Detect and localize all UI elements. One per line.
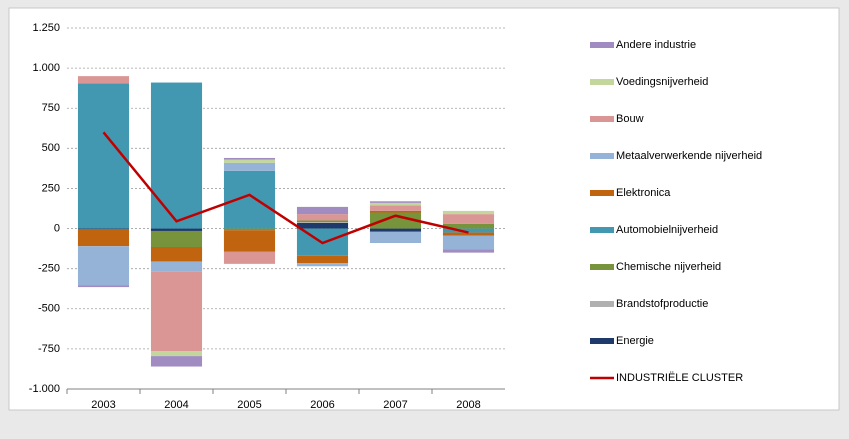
bar-segment — [442, 214, 495, 224]
bar-segment — [442, 249, 495, 253]
legend-swatch — [590, 227, 614, 233]
bar-segment — [150, 82, 203, 229]
bar-segment — [77, 228, 130, 230]
bar-segment — [223, 228, 276, 231]
y-tick-label: 1.000 — [32, 62, 60, 74]
bar-segment — [369, 210, 422, 213]
bar-segment — [150, 247, 203, 262]
bar-segment — [442, 235, 495, 250]
bar-segment — [296, 222, 349, 223]
bar-segment — [369, 202, 422, 206]
bar-segment — [150, 261, 203, 272]
bar-segment — [296, 220, 349, 223]
line-series — [102, 131, 469, 245]
bar-segment — [442, 228, 495, 233]
x-tick-label: 2007 — [383, 399, 407, 411]
x-tick-label: 2003 — [91, 399, 115, 411]
bar-segment — [442, 210, 495, 215]
bar-segment — [296, 263, 349, 267]
bar-segment — [442, 232, 495, 236]
bar-segment — [296, 222, 349, 229]
bar-segment — [296, 255, 349, 264]
bar-segment — [369, 201, 422, 203]
y-tick-label: 500 — [42, 142, 60, 154]
bar-segment — [223, 251, 276, 264]
legend-label: Voedingsnijverheid — [616, 76, 708, 88]
bar-segment — [296, 214, 349, 221]
bar-segment — [77, 246, 130, 286]
bar-segment — [369, 228, 422, 232]
legend-label: Automobielnijverheid — [616, 224, 718, 236]
legend-label: Energie — [616, 335, 654, 347]
x-tick-label: 2004 — [164, 399, 188, 411]
legend-swatch — [590, 301, 614, 307]
chart-area — [8, 7, 840, 411]
bar-segment — [369, 231, 422, 243]
bar-segment — [296, 206, 349, 215]
legend-swatch — [590, 79, 614, 85]
bar-segment — [223, 170, 276, 229]
y-tick-label: -500 — [38, 303, 60, 315]
bar-segment — [223, 159, 276, 163]
bar-segment — [77, 83, 130, 229]
bar-segment — [150, 228, 203, 231]
bar-segment — [150, 271, 203, 352]
y-tick-label: -750 — [38, 343, 60, 355]
legend-label: Elektronica — [616, 187, 671, 199]
legend-swatch — [590, 153, 614, 159]
y-tick-label: -1.000 — [29, 383, 60, 395]
bar-segment — [150, 351, 203, 357]
legend-label: Brandstofproductie — [616, 298, 708, 310]
bar-segment — [442, 223, 495, 229]
y-tick-label: 250 — [42, 182, 60, 194]
bar-segment — [369, 212, 422, 229]
legend-label: Metaalverwerkende nijverheid — [616, 150, 762, 162]
legend-label: Bouw — [616, 113, 644, 125]
bar-segment — [369, 205, 422, 211]
bar-segment — [77, 285, 130, 288]
bar-segment — [150, 356, 203, 367]
y-tick-label: -250 — [38, 263, 60, 275]
x-tick-label: 2008 — [456, 399, 480, 411]
legend-swatch — [590, 338, 614, 344]
y-tick-label: 0 — [54, 222, 60, 234]
bar-segment — [223, 157, 276, 160]
bar-segment — [77, 76, 130, 84]
y-tick-label: 1.250 — [32, 22, 60, 34]
legend-swatch — [590, 190, 614, 196]
legend-label: INDUSTRIËLE CLUSTER — [616, 372, 743, 384]
bar-segment — [77, 229, 130, 247]
legend-swatch — [590, 264, 614, 270]
x-tick-label: 2006 — [310, 399, 334, 411]
bar-segment — [223, 162, 276, 171]
y-tick-label: 750 — [42, 102, 60, 114]
legend-swatch — [590, 116, 614, 122]
bar-segment — [150, 230, 203, 248]
bar-segment — [223, 230, 276, 252]
legend-swatch — [590, 42, 614, 48]
x-tick-label: 2005 — [237, 399, 261, 411]
legend-label: Chemische nijverheid — [616, 261, 721, 273]
legend-label: Andere industrie — [616, 39, 696, 51]
